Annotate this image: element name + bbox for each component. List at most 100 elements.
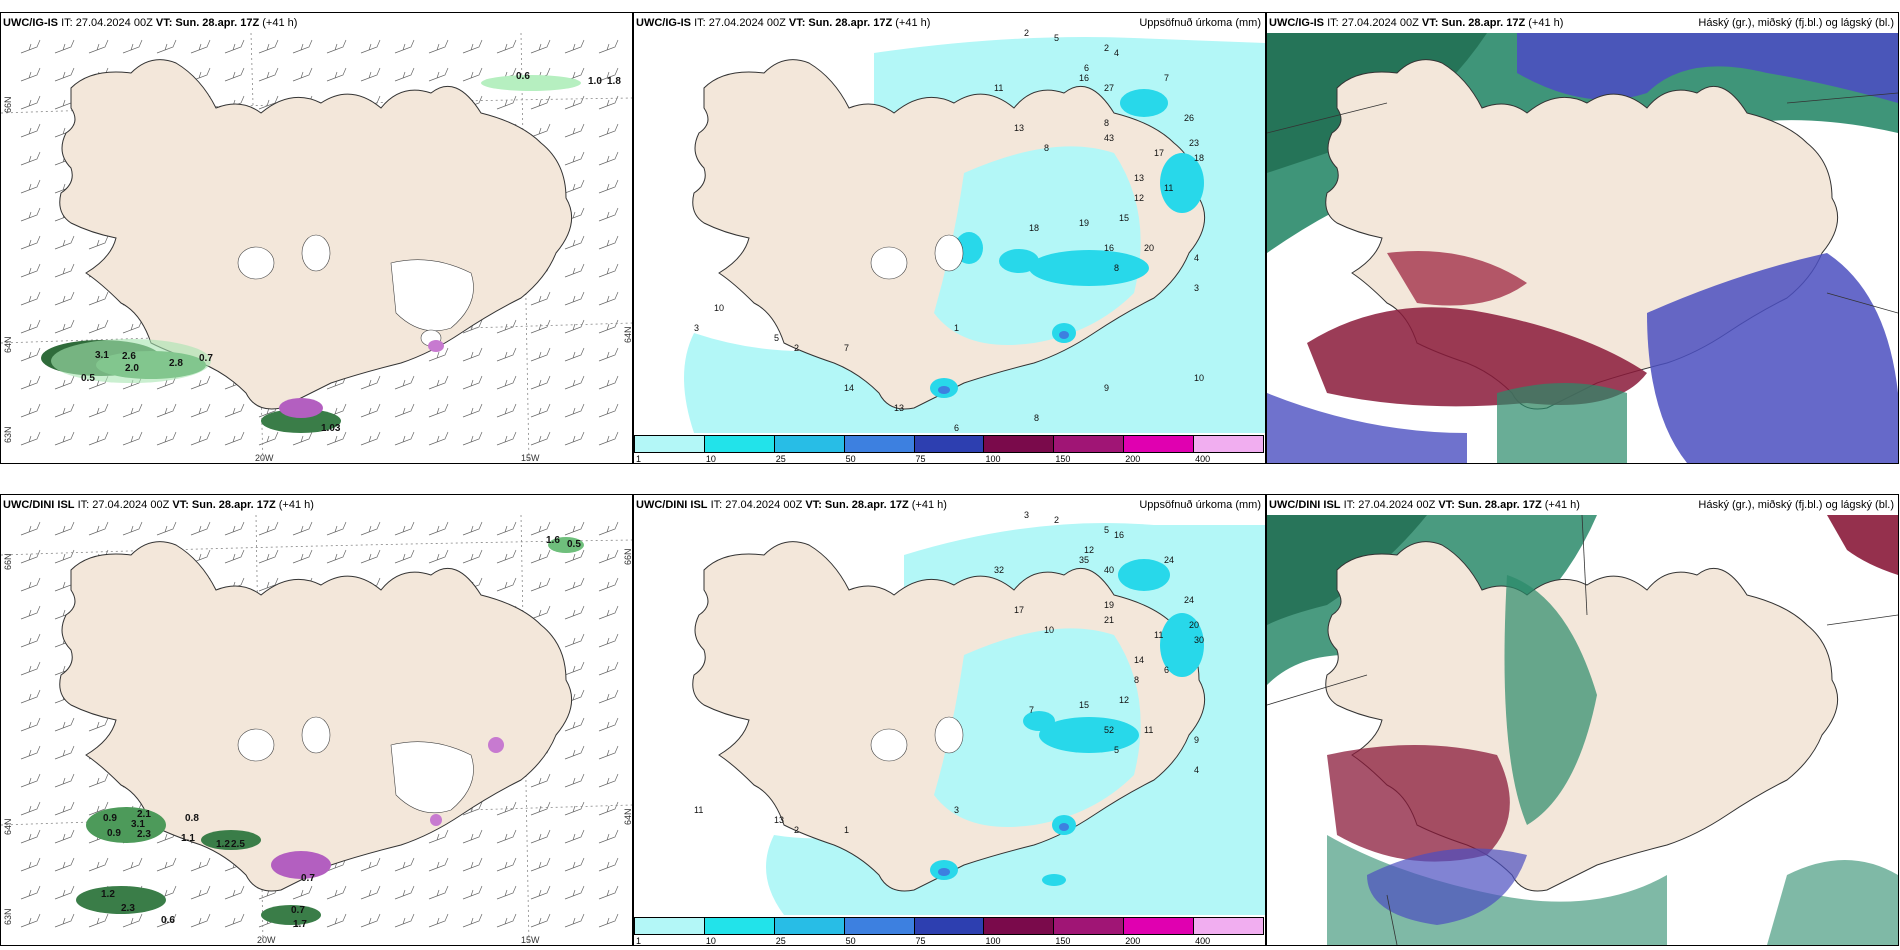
precip-value-label: 12 — [1134, 193, 1145, 203]
precip-value-label: 9 — [1104, 383, 1110, 393]
wind-barb — [54, 235, 75, 250]
value-label: 0.7 — [291, 905, 305, 916]
colorbar-tick: 1 — [636, 454, 642, 464]
wind-barb — [20, 773, 41, 788]
precip-value-label: 7 — [844, 343, 850, 353]
panel-right-title: Uppsöfnuð úrkoma (mm) — [1139, 17, 1261, 29]
wind-barb — [88, 235, 109, 250]
precip-value-label: 15 — [1119, 213, 1130, 223]
wind-barb — [54, 67, 75, 82]
wind-barb — [326, 39, 347, 54]
precip-value-label: 21 — [1104, 615, 1115, 625]
wind-barb — [20, 549, 41, 564]
wind-barb — [530, 347, 551, 362]
map-canvas[interactable] — [634, 495, 1265, 915]
wind-barb — [326, 885, 347, 900]
colorbar-tick: 150 — [1055, 936, 1071, 946]
wind-barb — [598, 689, 619, 704]
colorbar-segment — [773, 917, 845, 935]
value-label: 1.8 — [607, 76, 621, 87]
wind-barb — [122, 39, 143, 54]
colorbar-segment — [1123, 435, 1195, 453]
wind-barb — [156, 521, 177, 536]
wind-barb — [394, 39, 415, 54]
wind-barb — [394, 403, 415, 418]
map-canvas[interactable] — [1, 13, 632, 463]
wind-barb — [224, 521, 245, 536]
wind-barb — [564, 857, 585, 872]
wind-barb — [54, 375, 75, 390]
wind-barb — [564, 151, 585, 166]
wind-barb — [88, 521, 109, 536]
precip-value-label: 24 — [1184, 595, 1195, 605]
precip-value-label: 9 — [1194, 735, 1200, 745]
value-label: 0.7 — [301, 873, 315, 884]
map-canvas[interactable] — [1267, 13, 1898, 463]
colorbar-segment — [843, 917, 915, 935]
precip-value-label: 11 — [1164, 183, 1174, 193]
colorbar-tick: 100 — [985, 936, 1001, 946]
wind-barb — [190, 375, 211, 390]
wind-barb — [292, 431, 313, 446]
wind-barb — [598, 913, 619, 928]
wind-barb — [88, 801, 109, 816]
wind-barb — [54, 263, 75, 278]
wind-barb — [598, 291, 619, 306]
wind-barb — [54, 39, 75, 54]
glaciers — [237, 234, 474, 347]
wind-barb — [462, 521, 483, 536]
precip-value-label: 6 — [1164, 665, 1170, 675]
colorbar-segment — [703, 435, 775, 453]
wind-barb — [54, 717, 75, 732]
wind-barb — [20, 745, 41, 760]
wind-barb — [598, 717, 619, 732]
wind-barb — [462, 347, 483, 362]
panel-title: UWC/IG-IS IT: 27.04.2024 00Z VT: Sun. 28… — [3, 17, 298, 29]
map-canvas[interactable] — [634, 13, 1265, 433]
precip-value-label: 2 — [1104, 43, 1110, 53]
value-label: 2.1 — [137, 809, 151, 820]
wind-barb — [428, 857, 449, 872]
wind-barb — [564, 123, 585, 138]
precip-value-label: 52 — [1104, 725, 1115, 735]
precip-value-label: 32 — [994, 565, 1005, 575]
wind-barb — [54, 291, 75, 306]
wind-barb — [224, 549, 245, 564]
wind-barb — [496, 829, 517, 844]
wind-barb — [564, 885, 585, 900]
wind-barb — [20, 319, 41, 334]
wind-barb — [564, 717, 585, 732]
wind-barb — [360, 857, 381, 872]
precip-value-label: 15 — [1079, 700, 1090, 710]
wind-barb — [530, 549, 551, 564]
wind-barb — [530, 39, 551, 54]
colorbar-tick: 400 — [1195, 454, 1211, 464]
wind-barb — [360, 885, 381, 900]
glaciers — [870, 716, 964, 762]
wind-barb — [360, 403, 381, 418]
wind-barb — [564, 403, 585, 418]
wind-barb — [530, 829, 551, 844]
precip-value-label: 40 — [1104, 565, 1115, 575]
panel-title: UWC/DINI ISL IT: 27.04.2024 00Z VT: Sun.… — [3, 499, 314, 511]
wind-barb — [530, 773, 551, 788]
wind-barb — [156, 403, 177, 418]
wind-barb — [598, 549, 619, 564]
map-canvas[interactable] — [1, 495, 632, 945]
precip-value-label: 5 — [1104, 525, 1110, 535]
wind-barb — [20, 291, 41, 306]
precip-value-label: 7 — [1164, 73, 1170, 83]
value-label: 0.8 — [185, 813, 199, 824]
wind-barb — [88, 857, 109, 872]
wind-barb — [122, 431, 143, 446]
wind-barb — [156, 39, 177, 54]
value-label: 2.3 — [121, 903, 135, 914]
precip-value-label: 1 — [954, 323, 960, 333]
wind-barb — [360, 521, 381, 536]
precip-value-label: 11 — [694, 805, 704, 815]
wind-barb — [54, 745, 75, 760]
panel-bottom-mid-precip: UWC/DINI ISL IT: 27.04.2024 00Z VT: Sun.… — [633, 494, 1266, 946]
wind-barb — [564, 95, 585, 110]
wind-barb — [20, 689, 41, 704]
map-canvas[interactable] — [1267, 495, 1898, 945]
